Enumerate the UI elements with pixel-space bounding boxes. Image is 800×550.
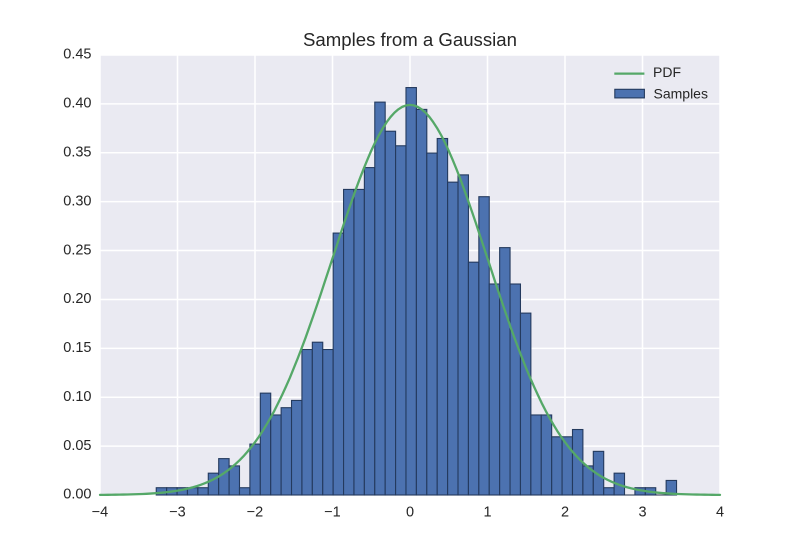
- svg-text:0.35: 0.35: [63, 144, 91, 160]
- svg-text:0.45: 0.45: [63, 47, 91, 63]
- svg-text:2: 2: [561, 504, 569, 520]
- svg-text:Samples: Samples: [654, 85, 708, 101]
- svg-text:Samples from a Gaussian: Samples from a Gaussian: [303, 29, 517, 50]
- svg-text:0: 0: [406, 504, 414, 520]
- svg-text:−2: −2: [247, 504, 264, 520]
- svg-text:PDF: PDF: [653, 64, 681, 80]
- svg-text:−3: −3: [169, 504, 186, 520]
- svg-text:0.05: 0.05: [63, 438, 91, 454]
- svg-text:0.15: 0.15: [63, 340, 91, 356]
- svg-text:0.40: 0.40: [63, 96, 91, 112]
- svg-text:0.30: 0.30: [63, 193, 91, 209]
- svg-text:0.25: 0.25: [63, 242, 91, 258]
- svg-text:0.10: 0.10: [63, 389, 91, 405]
- svg-text:0.00: 0.00: [63, 487, 91, 503]
- svg-text:3: 3: [638, 504, 646, 520]
- svg-text:1: 1: [483, 504, 491, 520]
- svg-text:−1: −1: [324, 504, 341, 520]
- svg-text:0.20: 0.20: [63, 291, 91, 307]
- svg-text:−4: −4: [92, 504, 109, 520]
- svg-text:4: 4: [716, 504, 724, 520]
